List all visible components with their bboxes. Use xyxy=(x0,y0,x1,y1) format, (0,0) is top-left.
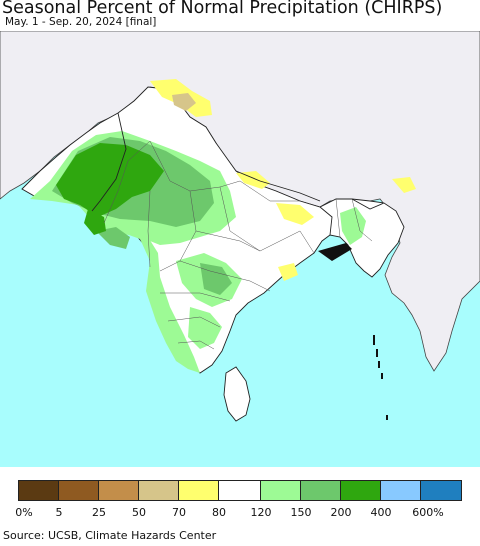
legend-tick-5: 80 xyxy=(212,506,226,519)
area-120-150-west-coast xyxy=(118,231,200,373)
country-borders xyxy=(91,112,385,236)
legend-swatch-6 xyxy=(260,480,301,501)
legend-tick-10: 600% xyxy=(412,506,444,519)
precipitation-map xyxy=(0,31,480,467)
legend-swatch-9 xyxy=(380,480,421,501)
area-below-normal-bihar xyxy=(276,203,314,225)
source-credit: Source: UCSB, Climate Hazards Center xyxy=(3,529,217,542)
area-below-normal-nepal xyxy=(236,171,270,189)
legend-tick-2: 25 xyxy=(92,506,106,519)
map-title: Seasonal Percent of Normal Precipitation… xyxy=(2,0,443,18)
legend-swatch-8 xyxy=(340,480,381,501)
sri-lanka xyxy=(223,366,251,422)
area-below-normal-odisha xyxy=(278,263,298,281)
area-dry-ladakh xyxy=(172,93,196,111)
legend-tick-4: 70 xyxy=(172,506,186,519)
area-below-normal-northeast xyxy=(392,177,416,193)
legend-tick-7: 150 xyxy=(290,506,312,519)
legend-tick-6: 120 xyxy=(250,506,272,519)
area-200-400-pakistan xyxy=(56,143,164,217)
legend-swatch-10 xyxy=(420,480,462,501)
area-150-200-deccan xyxy=(200,263,232,295)
legend-swatch-2 xyxy=(98,480,139,501)
andaman-islands xyxy=(373,335,388,420)
legend-swatch-0 xyxy=(18,480,59,501)
legend-tick-9: 400 xyxy=(370,506,392,519)
legend-swatch-5 xyxy=(218,480,261,501)
area-150-200-gujarat xyxy=(96,227,130,249)
legend-tick-1: 5 xyxy=(55,506,63,519)
legend-swatch-7 xyxy=(300,480,341,501)
map-subtitle: May. 1 - Sep. 20, 2024 [final] xyxy=(5,16,157,28)
admin-boundaries xyxy=(103,140,373,350)
legend-swatch-4 xyxy=(178,480,219,501)
rainfall-anomaly-fills xyxy=(30,79,416,373)
sundarbans-coast xyxy=(318,243,352,261)
legend-tick-0: 0% xyxy=(15,506,33,519)
area-120-150-northeast xyxy=(340,207,366,245)
legend: 0% 5 25 50 70 80 120 150 200 400 600% xyxy=(0,480,480,520)
legend-swatch-1 xyxy=(58,480,99,501)
legend-tick-8: 200 xyxy=(330,506,352,519)
legend-swatch-3 xyxy=(138,480,179,501)
legend-tick-3: 50 xyxy=(132,506,146,519)
area-200-400-sindh xyxy=(84,209,106,235)
